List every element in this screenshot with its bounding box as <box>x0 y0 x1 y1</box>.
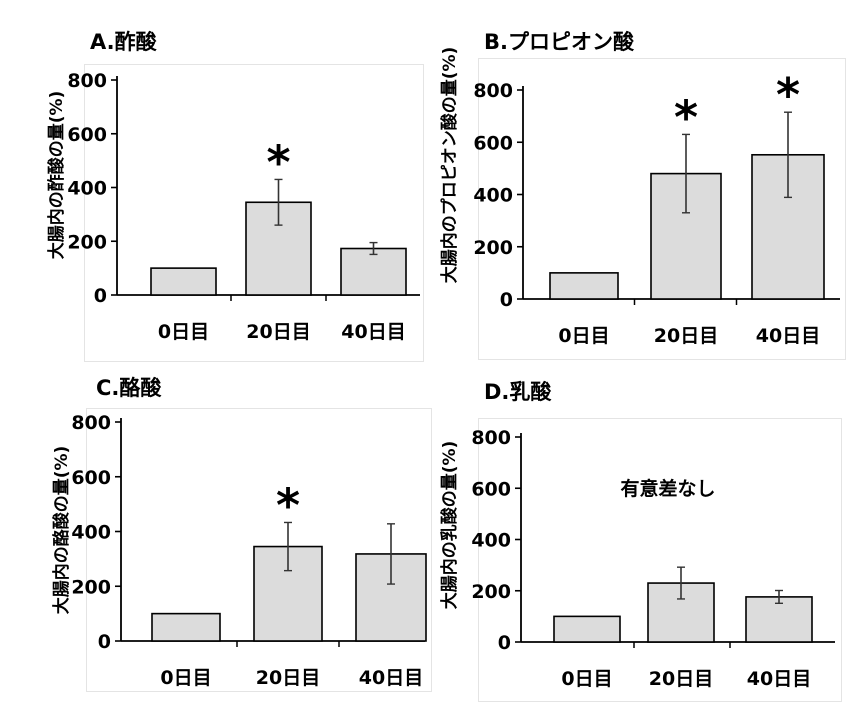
panel-c-y-tick-label: 600 <box>71 467 111 489</box>
panel-c-y-tick-label: 800 <box>71 412 111 434</box>
panel-b-title: B.プロピオン酸 <box>484 30 634 54</box>
panel-b-y-tick-label: 800 <box>473 80 513 102</box>
panel-c-title: C.酪酸 <box>96 376 162 400</box>
panel-b-significance-marker: * <box>674 90 698 144</box>
panel-c-y-tick-label: 200 <box>71 576 111 598</box>
panel-a-y-tick-label: 400 <box>67 178 107 200</box>
panel-d-y-tick-label: 0 <box>498 632 511 654</box>
panel-d-x-tick-label: 0日目 <box>561 668 612 690</box>
panel-a-y-axis-label: 大腸内の酢酸の量(%) <box>46 91 67 260</box>
panel-b-y-tick-label: 600 <box>473 132 513 154</box>
panel-a-x-tick-label: 0日目 <box>158 321 209 343</box>
panel-c-bar <box>151 612 221 642</box>
panel-a-bar <box>150 267 217 296</box>
panel-c-y-tick-label: 400 <box>71 522 111 544</box>
panel-c-x-tick-label: 20日目 <box>256 667 320 689</box>
panel-b-significance-marker: * <box>776 68 800 122</box>
panel-d-title: D.乳酸 <box>484 380 552 404</box>
panel-d-bar <box>553 615 621 643</box>
panel-d-bar <box>745 596 813 643</box>
panel-a-x-tick-label: 40日目 <box>341 321 405 343</box>
panel-d-annotation: 有意差なし <box>620 477 715 500</box>
panel-b-y-axis-label: 大腸内のプロピオン酸の量(%) <box>439 47 460 284</box>
panel-b-x-tick-label: 20日目 <box>654 325 718 347</box>
panel-a-significance-marker: * <box>266 135 290 189</box>
panel-c-y-axis-label: 大腸内の酪酸の量(%) <box>51 446 72 615</box>
panel-b-y-tick-label: 200 <box>473 237 513 259</box>
panel-d-x-tick-label: 20日目 <box>649 668 713 690</box>
panel-a-title: A.酢酸 <box>90 30 157 54</box>
panel-c-x-tick-label: 40日目 <box>359 667 423 689</box>
panel-b-bar <box>549 272 619 300</box>
panel-c-significance-marker: * <box>276 478 300 532</box>
panel-a-y-tick-label: 800 <box>67 70 107 92</box>
panel-a-y-tick-label: 200 <box>67 231 107 253</box>
panel-d-y-axis-label: 大腸内の乳酸の量(%) <box>439 441 460 610</box>
panel-a-y-tick-label: 600 <box>67 124 107 146</box>
panel-b-y-tick-label: 400 <box>473 185 513 207</box>
panel-d-y-tick-label: 400 <box>471 530 511 552</box>
panel-d-y-tick-label: 800 <box>471 427 511 449</box>
panel-a-y-tick-label: 0 <box>94 285 107 307</box>
panel-b-y-tick-label: 0 <box>500 289 513 311</box>
panel-d-x-tick-label: 40日目 <box>747 668 811 690</box>
panel-d-background <box>478 418 842 702</box>
panel-a-x-tick-label: 20日目 <box>246 321 310 343</box>
panel-d-y-tick-label: 600 <box>471 478 511 500</box>
panel-c-x-tick-label: 0日目 <box>160 667 211 689</box>
panel-c-y-tick-label: 0 <box>98 631 111 653</box>
panel-d-y-tick-label: 200 <box>471 581 511 603</box>
panel-a-bar <box>340 247 407 296</box>
panel-b-x-tick-label: 40日目 <box>756 325 820 347</box>
panel-b-x-tick-label: 0日目 <box>558 325 609 347</box>
